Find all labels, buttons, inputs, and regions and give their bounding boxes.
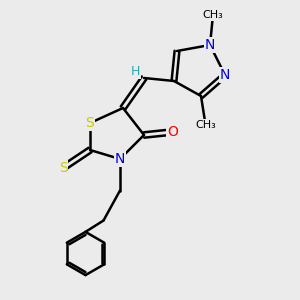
Text: N: N xyxy=(220,68,230,82)
Text: S: S xyxy=(58,161,68,175)
Text: N: N xyxy=(115,152,125,166)
Text: CH₃: CH₃ xyxy=(195,119,216,130)
Text: O: O xyxy=(167,125,178,139)
Text: S: S xyxy=(85,116,94,130)
Text: H: H xyxy=(130,65,140,79)
Text: N: N xyxy=(205,38,215,52)
Text: CH₃: CH₃ xyxy=(202,10,224,20)
